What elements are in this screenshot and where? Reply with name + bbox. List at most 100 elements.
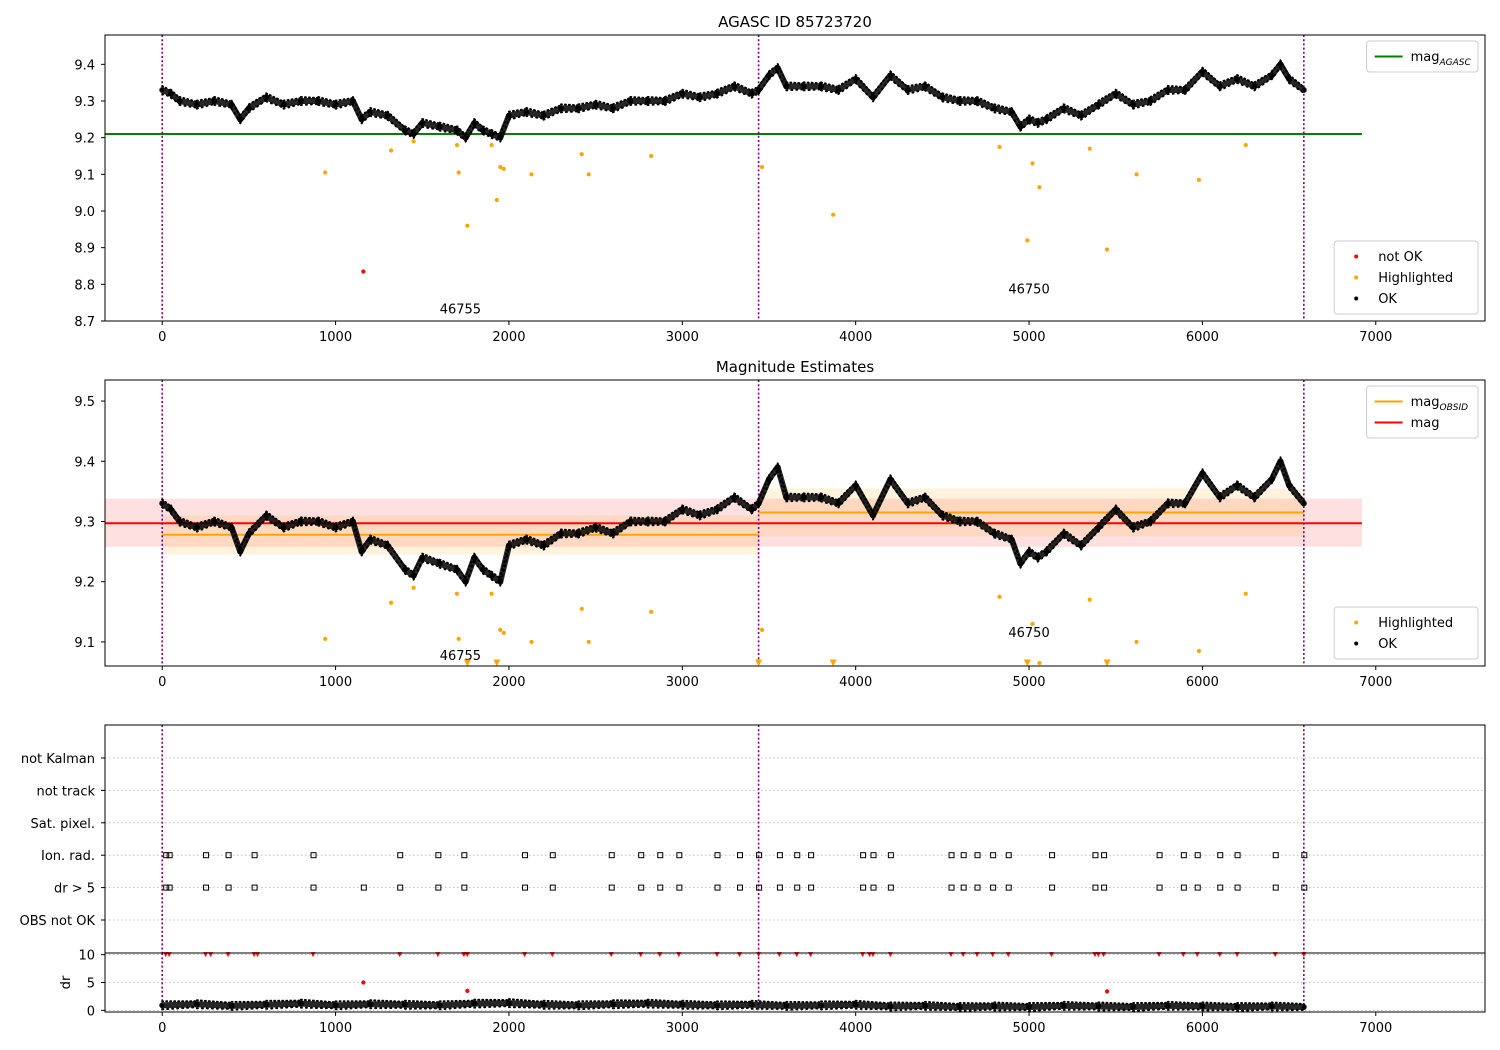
data-point-ok	[1287, 483, 1292, 488]
data-trace-ok	[681, 96, 701, 102]
data-trace-ok	[1236, 74, 1256, 85]
data-point-highlighted	[997, 594, 1002, 599]
data-point-dr	[1027, 1004, 1032, 1009]
data-point-ok	[975, 519, 980, 524]
data-point-ion-rad	[990, 852, 997, 859]
data-point-ion-rad	[960, 852, 967, 859]
data-trace-ok	[1234, 76, 1258, 90]
data-trace-ok	[577, 529, 597, 539]
data-trace-dr	[646, 998, 684, 1003]
data-point-highlighted	[586, 172, 591, 177]
data-point-dr	[160, 1003, 165, 1008]
data-trace-ok	[785, 492, 805, 496]
data-trace-ok	[169, 96, 181, 105]
data-trace-ok	[369, 542, 389, 550]
data-trace-ok	[1149, 92, 1169, 106]
data-trace-ok	[1130, 518, 1154, 531]
axis-layer: not Kalman not track Sat. pixel. Ion. rad. d…	[20, 724, 1486, 954]
legend-label-mag: mag	[1411, 416, 1440, 431]
data-trace-ok	[1286, 76, 1307, 93]
data-trace-ok	[265, 510, 285, 526]
data-point-highlighted	[323, 170, 328, 175]
series-dr-outliers	[361, 980, 1110, 994]
data-point-ok	[489, 573, 494, 578]
data-trace-ok	[1201, 66, 1221, 85]
data-trace-dr	[332, 1001, 374, 1009]
data-trace-ok	[1062, 528, 1083, 544]
data-trace-ok	[976, 104, 996, 113]
data-point-highlighted	[454, 142, 460, 148]
data-point-highlighted	[411, 585, 416, 590]
data-point-ok	[628, 99, 633, 103]
data-trace-ok	[1184, 469, 1204, 501]
data-trace-ok	[481, 572, 493, 580]
data-trace-dr	[159, 1001, 200, 1009]
data-trace-ok	[731, 83, 755, 97]
data-trace-ok	[715, 499, 736, 515]
data-trace-ok	[750, 92, 760, 99]
data-trace-ok	[872, 71, 892, 95]
data-trace-ok	[976, 96, 996, 107]
data-trace-ok	[852, 482, 877, 519]
data-point-ok	[957, 519, 962, 524]
y-tick-label: Sat. pixel.	[31, 817, 95, 832]
y-tick-label: 9.4	[74, 58, 95, 73]
data-point-dr-5	[1005, 884, 1012, 891]
data-trace-ok	[941, 518, 961, 526]
x-tick-label: 6000	[1186, 330, 1219, 345]
data-point-highlighted	[489, 142, 494, 148]
data-point-ok	[766, 477, 771, 482]
legend-dot-marker	[1354, 620, 1359, 625]
x-tick-label: 5000	[1012, 330, 1045, 345]
data-point-ok	[229, 102, 234, 107]
obsid-label: 46755	[440, 649, 481, 664]
data-point-ion-rad	[870, 852, 877, 859]
data-trace-dr	[369, 999, 406, 1003]
data-trace-ok	[872, 475, 892, 513]
data-trace-ok	[733, 81, 753, 92]
data-point-dr	[472, 1001, 477, 1006]
data-point-ok	[940, 513, 945, 518]
data-trace-ok	[507, 535, 528, 543]
x-tick-label: 3000	[666, 675, 699, 690]
data-trace-ok	[941, 92, 961, 99]
data-point-ok	[1301, 88, 1306, 92]
legend-box	[1333, 240, 1479, 315]
data-point-ok	[871, 513, 876, 518]
data-point-highlighted	[1196, 648, 1202, 654]
data-point-highlighted	[1243, 142, 1248, 148]
data-point-ok	[888, 477, 893, 482]
panel-dr: 0 1000 2000 3000 4000 5000 6000 7000 0 5 10 dr	[59, 949, 1486, 1036]
data-point-ion-rad	[1194, 852, 1201, 859]
data-trace-ok	[161, 506, 172, 514]
data-trace-ok	[525, 534, 545, 544]
data-point-ok	[1217, 495, 1222, 500]
data-point-dr-outliers	[465, 988, 470, 993]
data-point-ok	[437, 561, 442, 566]
data-trace-ok	[854, 480, 875, 514]
data-trace-ok	[906, 82, 927, 87]
y-tick-label: dr > 5	[54, 882, 95, 897]
data-point-dr-5	[860, 884, 867, 891]
data-trace-ok	[889, 70, 909, 88]
data-trace-ok	[646, 103, 666, 106]
data-trace-ok	[889, 78, 909, 94]
data-trace-ok	[507, 541, 528, 551]
data-point-dr-5	[1272, 884, 1279, 891]
data-point-ok	[940, 95, 945, 100]
data-trace-dr	[263, 1000, 304, 1008]
data-point-ok	[454, 128, 459, 133]
data-point-ok	[714, 507, 719, 512]
data-point-ion-rad	[608, 852, 615, 859]
data-trace-ok	[490, 578, 502, 586]
data-point-dr-5	[163, 884, 170, 891]
data-trace-ok	[820, 492, 840, 502]
data-point-dr-5	[1156, 884, 1163, 891]
series-not-ok	[361, 269, 366, 274]
data-trace-ok	[263, 512, 287, 531]
data-point-ok	[558, 531, 563, 536]
x-tick-label: 1000	[319, 330, 352, 345]
data-point-dr-5	[960, 884, 967, 891]
x-tick-label: 4000	[839, 1021, 872, 1036]
